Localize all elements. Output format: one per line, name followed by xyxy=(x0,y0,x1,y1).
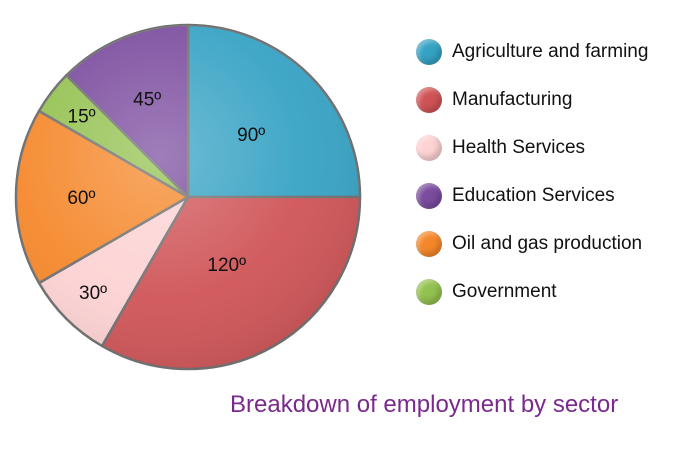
legend-label: Government xyxy=(452,281,557,302)
slice-value-label: 30º xyxy=(79,283,107,304)
legend-swatch xyxy=(416,39,442,65)
legend-swatch xyxy=(416,135,442,161)
legend-label: Health Services xyxy=(452,137,586,158)
legend-item-manufacturing: Manufacturing xyxy=(416,76,686,124)
chart-title: Breakdown of employment by sector xyxy=(230,391,619,418)
legend-item-education: Education Services xyxy=(416,172,686,220)
legend-label: Manufacturing xyxy=(452,89,573,110)
slice-value-label: 15º xyxy=(68,106,96,127)
legend-item-agriculture: Agriculture and farming xyxy=(416,28,686,76)
pie-slice-agriculture-and-farming xyxy=(186,23,362,199)
legend-item-government: Government xyxy=(416,268,686,316)
legend-item-health: Health Services xyxy=(416,124,686,172)
slice-value-label: 120º xyxy=(207,255,246,276)
legend-label: Education Services xyxy=(452,185,615,206)
slice-value-label: 60º xyxy=(67,188,95,209)
legend-swatch xyxy=(416,279,442,305)
slice-value-label: 45º xyxy=(133,90,161,111)
legend-label: Agriculture and farming xyxy=(452,41,649,62)
legend-item-oil-gas: Oil and gas production xyxy=(416,220,686,268)
legend-swatch xyxy=(416,231,442,257)
slice-value-label: 90º xyxy=(237,125,265,146)
legend-label: Oil and gas production xyxy=(452,233,643,254)
legend: Agriculture and farming Manufacturing He… xyxy=(416,28,686,316)
legend-swatch xyxy=(416,87,442,113)
legend-swatch xyxy=(416,183,442,209)
